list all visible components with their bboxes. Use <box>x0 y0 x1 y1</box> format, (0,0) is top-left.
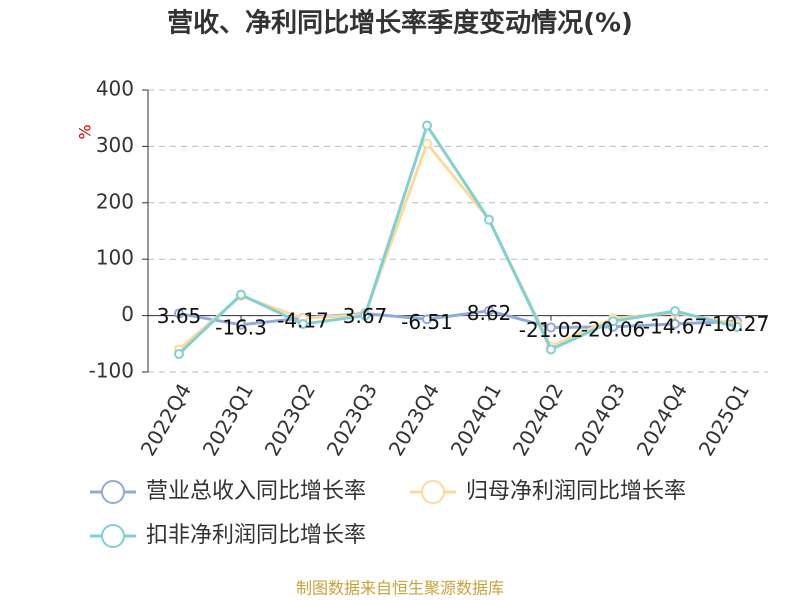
legend-label: 扣非净利润同比增长率 <box>146 523 366 548</box>
data-label: 8.62 <box>467 301 512 325</box>
x-tick-label: 2024Q1 <box>446 379 506 460</box>
source-note: 制图数据来自恒生聚源数据库 <box>296 579 504 598</box>
data-point <box>484 305 494 316</box>
x-tick-label: 2024Q3 <box>570 379 630 460</box>
data-label: 3.67 <box>343 304 388 328</box>
data-label: -20.06 <box>581 317 645 341</box>
data-point <box>608 316 618 327</box>
y-tick-label: 200 <box>96 189 134 213</box>
data-point <box>360 310 370 321</box>
y-tick-label: 300 <box>96 133 134 157</box>
series-line <box>177 122 738 356</box>
y-axis-label: % <box>76 124 95 139</box>
data-point <box>670 306 680 317</box>
data-label: -21.02 <box>519 318 583 342</box>
data-point <box>546 322 556 333</box>
data-point <box>670 318 680 329</box>
data-label: -16.3 <box>215 315 267 339</box>
x-tick-label: 2023Q4 <box>384 379 444 460</box>
x-tick-label: 2024Q2 <box>508 379 568 460</box>
data-point <box>298 319 308 330</box>
data-point <box>484 214 494 225</box>
data-label: -4.17 <box>277 308 329 332</box>
legend-label: 营业总收入同比增长率 <box>146 479 366 504</box>
y-tick-label: -100 <box>89 359 134 383</box>
x-tick-label: 2023Q3 <box>322 379 382 460</box>
data-label: -6.51 <box>401 310 453 334</box>
y-tick-label: 0 <box>121 302 134 326</box>
data-label: -14.67 <box>643 314 707 338</box>
x-tick-label: 2024Q4 <box>632 379 692 460</box>
y-tick-label: 100 <box>96 246 134 270</box>
data-point <box>422 314 432 325</box>
data-point <box>174 348 184 359</box>
data-point <box>422 120 432 131</box>
chart-title: 营收、净利同比增长率季度变动情况(%) <box>167 8 633 39</box>
legend-label: 归母净利润同比增长率 <box>466 479 686 504</box>
data-point <box>174 308 184 319</box>
x-tick-label: 2025Q1 <box>694 379 754 460</box>
data-label: -10.27 <box>705 312 769 336</box>
data-point <box>236 289 246 300</box>
x-tick-label: 2023Q1 <box>198 379 258 460</box>
legend-marker <box>101 524 125 548</box>
data-point <box>422 138 432 149</box>
data-point <box>546 344 556 355</box>
x-tick-label: 2022Q4 <box>136 379 196 460</box>
legend-marker <box>421 480 445 504</box>
data-point <box>732 321 742 332</box>
series-line <box>178 309 738 329</box>
y-tick-label: 400 <box>96 77 134 101</box>
data-label: 3.65 <box>157 304 202 328</box>
data-point <box>236 319 246 330</box>
legend-marker <box>101 480 125 504</box>
x-tick-label: 2023Q2 <box>260 379 320 460</box>
